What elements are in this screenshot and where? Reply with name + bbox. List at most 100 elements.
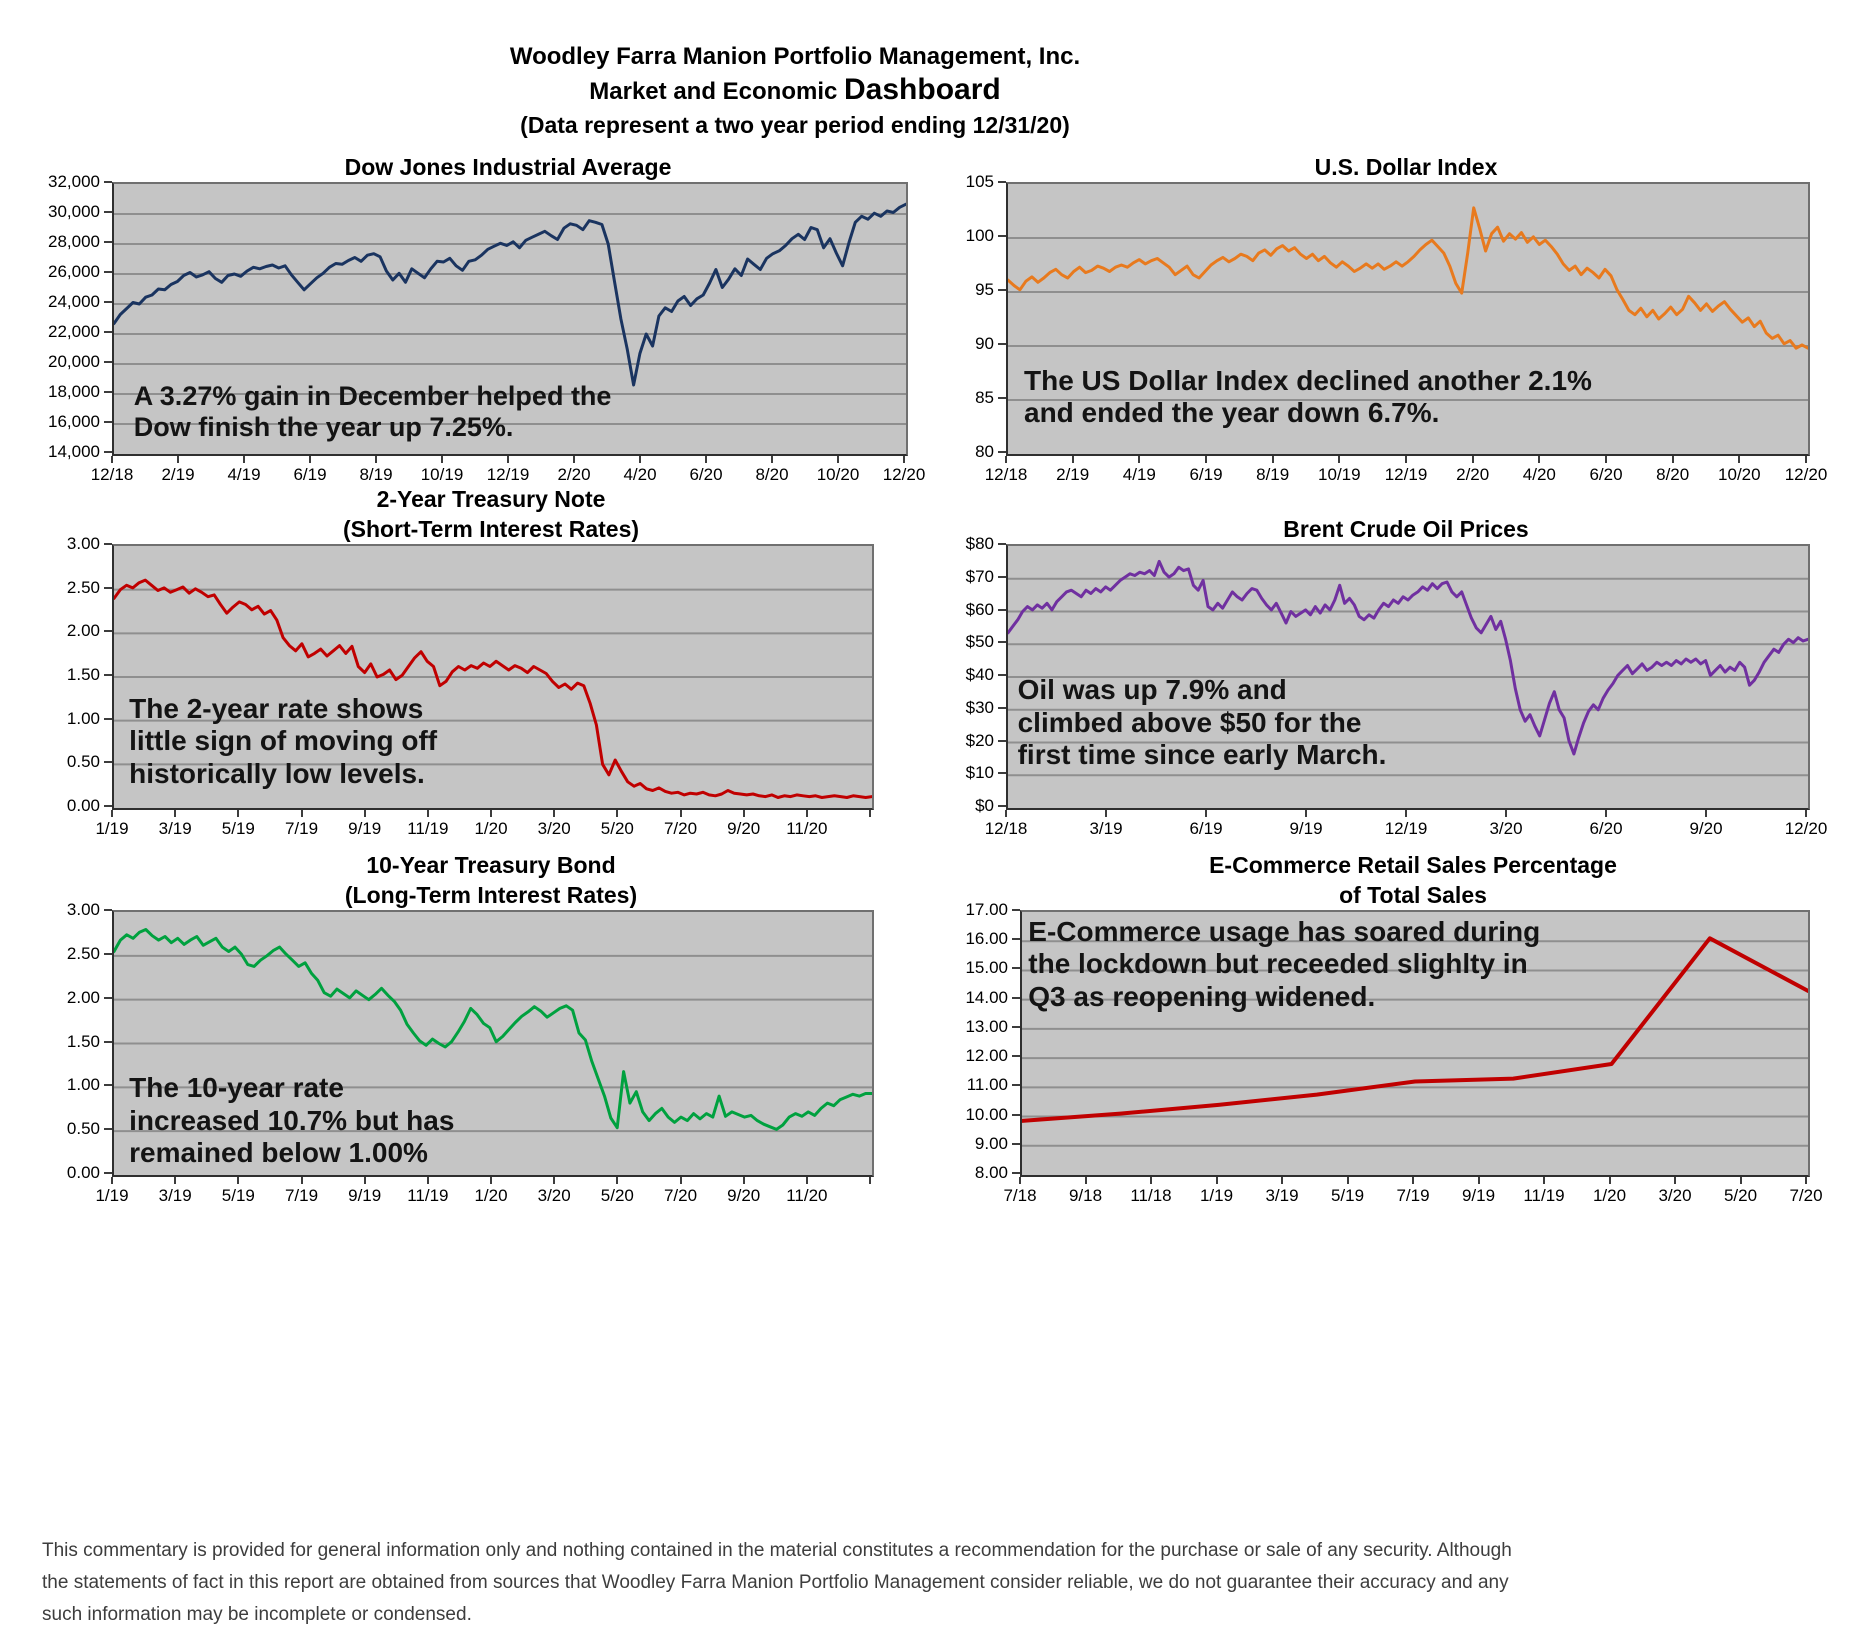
x-axis-tick [1071, 456, 1074, 463]
y-axis-label: 95 [975, 280, 994, 299]
x-axis-tick [903, 456, 905, 463]
y-axis: 3.00 2.50 2.00 1.50 1.00 0.50 0.00 [40, 900, 112, 1182]
y-axis-tick [998, 451, 1006, 453]
y-axis-tick [998, 739, 1006, 742]
x-axis-label: 6/19 [1189, 465, 1223, 484]
x-axis-label: 11/19 [407, 819, 449, 838]
y-axis-tick [104, 331, 112, 333]
y-axis: 32,000 30,000 28,000 26,000 24,000 22,000 20,0… [40, 172, 112, 461]
y-axis-tick [1012, 967, 1020, 970]
y-axis-tick [1012, 1142, 1020, 1145]
plot-canvas [1008, 559, 1808, 777]
x-axis-label: 11/19 [1523, 1186, 1565, 1205]
x-axis-label: 12/19 [1384, 819, 1428, 838]
y-axis-tick [104, 271, 112, 273]
x-axis-label: 3/20 [537, 1186, 571, 1205]
x-axis-tick [174, 810, 177, 817]
x-axis-label: 7/20 [1789, 1186, 1823, 1205]
dashboard-title: Market and Economic Dashboard [589, 73, 1001, 106]
annotation-line: Q3 as reopening widened. [1028, 980, 1376, 1012]
x-axis-tick [1205, 810, 1207, 817]
annotation-line: historically low levels. [129, 757, 425, 789]
y-axis-tick [998, 805, 1006, 807]
x-axis-label: 7/19 [284, 1186, 319, 1205]
y-axis-tick [998, 343, 1006, 345]
y-axis-tick [998, 608, 1006, 611]
annotation-line: The 10-year rate [129, 1072, 344, 1104]
x-axis-label: 10/20 [1718, 465, 1761, 484]
x-axis-label: 12/19 [1384, 465, 1428, 484]
ten-year-treasury-line [114, 928, 872, 1131]
x-axis-tick [174, 1177, 177, 1184]
x-axis-tick [1105, 810, 1107, 817]
x-axis-tick [1605, 810, 1607, 817]
y-axis-label: 105 [965, 172, 994, 191]
x-axis-tick [771, 456, 773, 463]
y-axis-label: 13.00 [965, 1016, 1008, 1036]
chart-title-sub: (Long-Term Interest Rates) [344, 882, 638, 908]
x-axis-label: 7/19 [284, 819, 319, 838]
x-axis: 12/18 2/19 4/19 6/19 8/19 10/19 12/19 2/20 4/20 6… [985, 456, 1827, 486]
x-axis-tick [1138, 456, 1141, 463]
y-axis-tick [104, 674, 112, 676]
y-axis-tick [104, 1172, 112, 1174]
x-axis-label: 5/20 [600, 1186, 634, 1205]
x-axis-tick [111, 456, 113, 463]
x-axis-label: 3/20 [537, 819, 571, 838]
y-axis-label: 20,000 [48, 352, 100, 371]
y-axis-tick [1012, 909, 1020, 911]
x-axis-tick [1674, 1177, 1676, 1184]
x-axis-tick [742, 1177, 745, 1184]
y-axis-label: $10 [965, 763, 994, 783]
x-axis-label: 5/19 [221, 1186, 255, 1205]
x-axis-tick [111, 810, 113, 817]
y-axis-tick [998, 543, 1006, 545]
chart-dow-jones: Dow Jones Industrial Average 32,000 30,00… [40, 146, 925, 486]
x-axis-tick [805, 1177, 808, 1184]
x-axis-label: 4/20 [623, 465, 657, 484]
x-axis-tick [679, 1177, 682, 1184]
x-axis-tick [363, 810, 366, 817]
x-axis-label: 7/20 [663, 1186, 698, 1205]
y-axis-tick [104, 361, 112, 363]
y-axis-label: 0.00 [66, 796, 100, 815]
y-axis-label: 18,000 [48, 382, 100, 401]
x-axis-label: 9/19 [348, 819, 382, 838]
x-axis-label: 10/20 [816, 465, 860, 484]
y-axis-label: 3.00 [66, 900, 100, 919]
y-axis-tick [104, 630, 112, 633]
x-axis-label: 6/20 [1589, 819, 1623, 838]
x-axis-tick [243, 456, 245, 463]
x-axis-label: 3/20 [1489, 819, 1523, 838]
chart-title-sub: (Short-Term Interest Rates) [342, 516, 640, 542]
x-axis-tick [1405, 456, 1407, 463]
y-axis-tick [104, 391, 112, 393]
x-axis-tick [1705, 810, 1707, 817]
x-axis-label: 8/19 [359, 465, 393, 484]
y-axis-tick [1012, 996, 1020, 999]
y-axis-label: 80 [975, 442, 994, 461]
x-axis-tick [1084, 1177, 1087, 1184]
y-axis-tick [998, 706, 1006, 709]
plot-canvas [1022, 936, 1808, 1147]
x-axis-label: 12/20 [1784, 819, 1828, 838]
x-axis-tick [1215, 1177, 1218, 1184]
chart-two-year-treasury: 2-Year Treasury Note (Short-Term Interes… [40, 482, 874, 840]
y-axis-tick [104, 1084, 112, 1087]
x-axis: 12/18 2/19 4/19 6/19 8/19 10/19 12/19 2/20 4/20 6… [91, 456, 925, 486]
x-axis-label: 8/20 [755, 465, 789, 484]
x-axis-label: 6/20 [689, 465, 723, 484]
y-axis-label: 0.50 [66, 1119, 100, 1139]
y-axis-tick [1012, 938, 1020, 941]
chart-title: U.S. Dollar Index [1006, 146, 1806, 182]
x-axis-tick [1738, 456, 1741, 463]
x-axis-label: 10/19 [420, 465, 464, 484]
y-axis-label: 1.50 [66, 665, 100, 684]
annotation-line: Oil was up 7.9% and [1017, 674, 1287, 706]
x-axis-tick [705, 456, 707, 463]
y-axis-label: 26,000 [48, 262, 100, 281]
x-axis-label: 9/19 [1461, 1186, 1496, 1205]
plot-canvas [1008, 206, 1808, 401]
dashboard-title-emphasis: Dashboard [844, 73, 1001, 106]
x-axis-label: 10/19 [1318, 465, 1361, 484]
